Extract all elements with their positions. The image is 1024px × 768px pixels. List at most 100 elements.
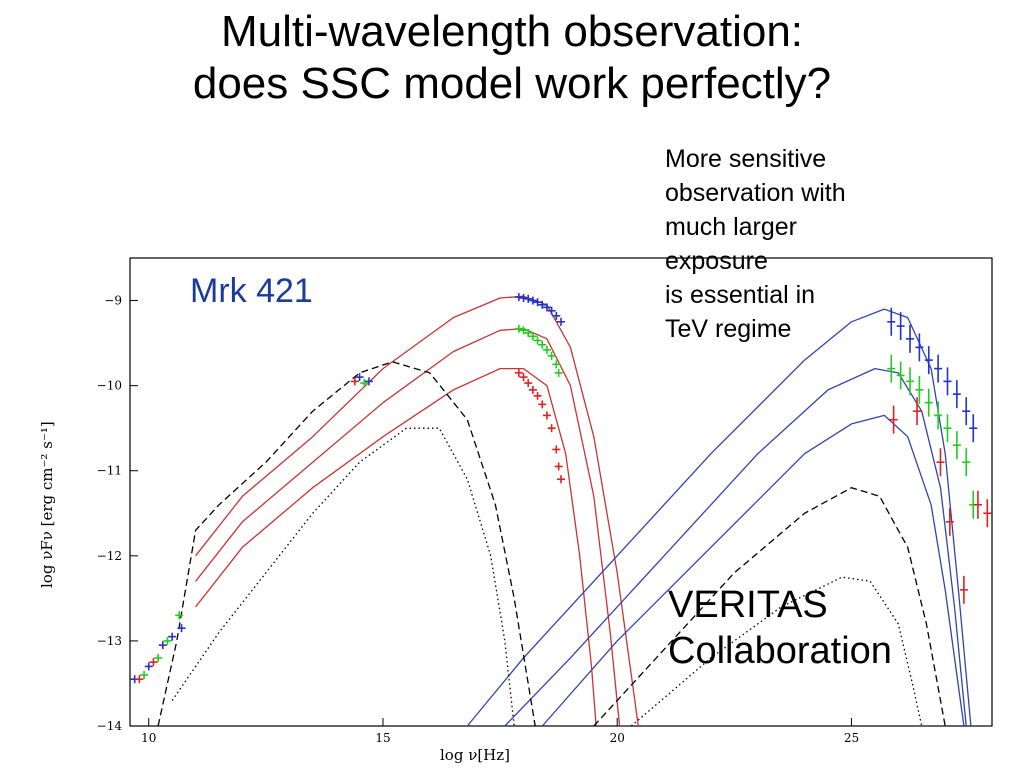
model-curve-ic-high <box>466 308 972 727</box>
data-point-tev-high <box>943 367 952 396</box>
slide-title-line-1: Multi-wavelength observation: <box>220 7 804 56</box>
slide-title-line-2: does SSC model work perfectly? <box>192 59 832 108</box>
data-point-xray-mid <box>528 332 537 341</box>
data-point-tev-mid <box>915 375 924 404</box>
data-point-tev-mid <box>906 367 915 396</box>
model-curve-dashed <box>157 361 536 727</box>
x-tick-label: 10 <box>141 731 156 745</box>
data-point-tev-mid <box>896 361 905 390</box>
axis-ticks: 10 15 20 25 −9 −10 −11 −12 −13 −14 <box>97 294 859 745</box>
data-point-tev-high <box>906 324 915 353</box>
data-point-tev-low <box>889 405 898 434</box>
data-point-xray-mid <box>524 328 533 337</box>
data-point-xray-low <box>519 373 528 382</box>
data-point-tev-high <box>915 333 924 362</box>
data-point-radio <box>168 632 177 641</box>
data-point-tev-mid <box>952 431 961 460</box>
note-line: is essential in <box>665 281 816 309</box>
data-point-radio <box>158 641 167 650</box>
data-point-radio <box>144 662 153 671</box>
data-point-tev-mid <box>924 388 933 417</box>
data-point-xray-high <box>552 311 561 320</box>
model-curve-dotted <box>171 427 515 727</box>
data-point-xray-mid <box>533 336 542 345</box>
data-points <box>130 293 992 684</box>
data-point-xray-low <box>528 385 537 394</box>
y-tick-label: −11 <box>97 464 122 478</box>
data-point-tev-high <box>887 307 896 336</box>
y-tick-label: −9 <box>104 294 122 308</box>
data-point-xray-high <box>557 317 565 326</box>
chart-title: Mrk 421 <box>190 272 313 310</box>
data-point-xray-low <box>542 411 551 420</box>
data-point-radio <box>355 373 364 382</box>
y-tick-label: −13 <box>97 634 122 648</box>
y-axis-label: log νFν [erg cm⁻² s⁻¹] <box>38 421 56 588</box>
model-curve-sync-mid <box>195 327 621 727</box>
data-point-xray-mid <box>554 368 563 377</box>
data-point-tev-low <box>945 507 954 536</box>
data-point-radio-mid <box>163 636 172 645</box>
model-curve-ic-low <box>541 414 965 727</box>
data-point-xray-mid <box>552 360 561 369</box>
data-point-xray-high <box>542 303 551 312</box>
data-point-tev-low <box>973 490 982 519</box>
data-point-tev-mid <box>887 354 896 383</box>
note-line: TeV regime <box>665 315 792 343</box>
data-point-xray-mid <box>542 345 551 354</box>
y-tick-label: −10 <box>97 379 122 393</box>
data-point-radio <box>177 624 186 633</box>
slide-title: Multi-wavelength observation: does SSC m… <box>0 6 1024 110</box>
collab-line-1: VERITAS <box>668 584 828 626</box>
note-line: observation with <box>665 179 846 207</box>
data-point-radio-mid <box>140 670 149 679</box>
y-tick-label: −14 <box>97 719 123 733</box>
x-tick-label: 15 <box>375 731 390 745</box>
data-point-xray-low <box>514 368 523 377</box>
data-point-radio-mid <box>175 611 184 620</box>
data-point-tev-high <box>924 346 933 375</box>
data-point-xray-low <box>533 391 542 400</box>
data-point-tev-high <box>952 380 961 409</box>
data-point-xray-high <box>533 298 542 307</box>
plot-frame <box>129 257 993 727</box>
data-point-xray-mid <box>547 351 556 360</box>
data-point-xray-low <box>557 475 565 484</box>
data-point-xray-mid <box>538 340 547 349</box>
data-point-radio-low <box>149 658 158 667</box>
data-point-xray-low <box>524 379 533 388</box>
data-point-xray-high <box>519 293 528 302</box>
data-point-tev-low <box>913 397 922 426</box>
data-point-xray-low <box>538 400 547 409</box>
note-line: More sensitive <box>665 145 827 173</box>
data-point-radio-mid <box>154 653 163 662</box>
x-axis-label: log ν[Hz] <box>440 746 510 764</box>
annotation-note: More sensitive observation with much lar… <box>665 142 925 346</box>
x-tick-label: 20 <box>610 731 625 745</box>
data-point-tev-low <box>936 448 945 477</box>
data-point-tev-high <box>962 397 971 426</box>
data-point-radio-low <box>135 675 144 684</box>
data-point-xray-high <box>538 300 547 309</box>
data-point-radio-mid <box>360 379 369 388</box>
data-point-tev-low <box>959 575 968 604</box>
data-point-xray-high <box>528 296 537 305</box>
y-tick-label: −12 <box>97 549 122 563</box>
data-point-tev-mid <box>934 401 943 430</box>
data-point-xray-high <box>514 293 523 302</box>
x-tick-label: 25 <box>844 731 859 745</box>
data-point-tev-low <box>983 499 992 528</box>
data-point-radio <box>364 377 373 386</box>
data-point-radio-low <box>350 377 359 386</box>
data-point-tev-high <box>896 312 905 341</box>
note-line: exposure <box>665 247 768 275</box>
data-point-tev-mid <box>943 414 952 443</box>
data-point-tev-high <box>934 354 943 383</box>
collaboration-label: VERITAS Collaboration <box>668 582 892 674</box>
note-line: much larger <box>665 213 797 241</box>
data-point-xray-low <box>547 424 556 433</box>
model-curve-ic-mid <box>504 367 967 727</box>
data-point-tev-mid <box>962 448 971 477</box>
model-curve-sync-low <box>195 367 597 727</box>
